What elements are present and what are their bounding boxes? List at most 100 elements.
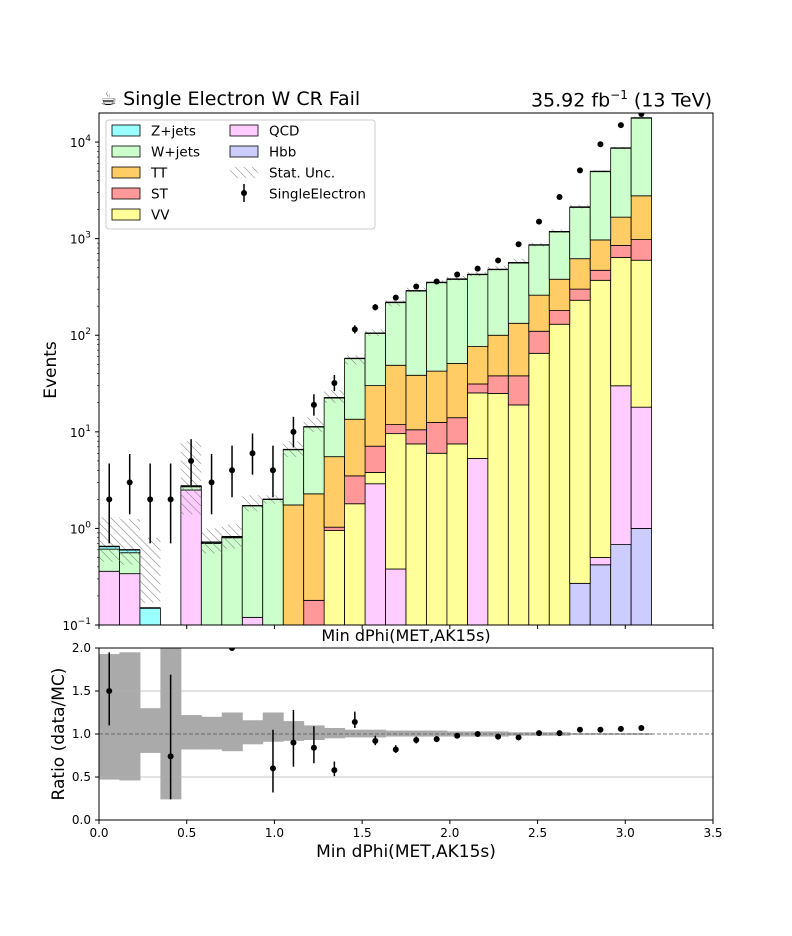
- data-point-8: [269, 467, 276, 474]
- ratio-band-bin-14: [385, 730, 407, 737]
- top-ylabel: Events: [41, 341, 61, 399]
- bar-w-jets-bin-22: [548, 231, 571, 280]
- ratio-point-11: [372, 737, 379, 744]
- stat-unc-bin-10: [303, 417, 325, 432]
- bar-vv-bin-20: [507, 404, 530, 625]
- top-axes: 10−1 100 101 102 103 104: [62, 134, 714, 633]
- bar-vv-bin-15: [405, 443, 427, 625]
- data-point-5: [208, 479, 215, 486]
- data-point-24: [597, 141, 604, 148]
- luminosity-label: 35.92 fb−1 (13 TeV): [531, 88, 712, 111]
- bar-w-jets-bin-14: [385, 301, 407, 366]
- top-plot-frame: [98, 112, 714, 626]
- bar-qcd-bin-24: [589, 557, 612, 566]
- bar-vv-bin-16: [426, 452, 448, 625]
- ratio-point-6: [269, 765, 276, 772]
- top-ytick-label-4: 103: [70, 231, 91, 247]
- stat-unc-bin-11: [324, 390, 345, 403]
- legend-swatch-tt: [111, 166, 141, 179]
- bar-qcd-bin-1: [119, 573, 141, 625]
- bar-w-jets-bin-8: [262, 498, 284, 625]
- bar-tt-bin-26: [630, 195, 653, 240]
- bar-st-bin-21: [528, 330, 550, 354]
- bar-tt-bin-15: [405, 374, 427, 431]
- ratio-grid: [99, 690, 713, 778]
- legend-label-w-jets: W+jets: [151, 145, 200, 161]
- legend-swatch-st: [111, 187, 141, 200]
- bar-st-bin-15: [405, 429, 427, 445]
- ratio-band-bin-15: [406, 730, 427, 737]
- bar-tt-bin-10: [303, 493, 325, 601]
- bar-hbb-bin-23: [569, 582, 591, 625]
- ratio-point-19: [536, 730, 543, 737]
- bar-hbb-bin-25: [610, 544, 632, 625]
- ratio-band-bin-6: [221, 712, 243, 752]
- bar-w-jets-bin-19: [487, 269, 509, 336]
- bar-vv-bin-21: [528, 352, 550, 625]
- bar-st-bin-12: [344, 475, 366, 505]
- bar-qcd-bin-18: [466, 458, 489, 625]
- bottom-xtick-label-3: 1.5: [353, 826, 372, 840]
- legend-swatch-w-jets: [111, 145, 141, 158]
- bar-w-jets-bin-12: [344, 358, 366, 420]
- data-point-7: [249, 450, 256, 457]
- bottom-xtick-label-5: 2.5: [528, 826, 547, 840]
- bottom-xtick-label-1: 0.5: [177, 826, 196, 840]
- bar-tt-bin-23: [569, 258, 591, 290]
- bar-st-bin-23: [569, 288, 591, 301]
- data-point-17: [454, 271, 461, 278]
- ratio-point-15: [454, 732, 461, 739]
- ratio-point-16: [474, 731, 481, 737]
- ratio-point-17: [495, 733, 502, 740]
- ratio-point-1: [147, 387, 153, 393]
- bar-w-jets-bin-9: [282, 449, 305, 506]
- data-point-22: [556, 193, 563, 200]
- ratio-point-0: [106, 688, 113, 694]
- data-point-4: [188, 457, 195, 464]
- data-point-23: [576, 167, 583, 174]
- data-point-9: [290, 428, 297, 435]
- ratio-point-14: [433, 736, 440, 743]
- bar-tt-bin-14: [385, 364, 407, 426]
- bar-w-jets-bin-5: [200, 542, 223, 625]
- ratio-point-18: [515, 734, 522, 741]
- stat-unc-bin-14: [385, 300, 406, 307]
- bottom-xtick-label-0: 0.0: [89, 826, 108, 840]
- bar-w-jets-bin-18: [466, 274, 489, 347]
- bar-tt-bin-22: [548, 278, 571, 311]
- ratio-point-7: [290, 739, 297, 746]
- data-point-18: [474, 265, 481, 272]
- bar-w-jets-bin-25: [610, 147, 632, 218]
- bar-st-bin-17: [446, 417, 468, 445]
- bar-qcd-bin-7: [241, 616, 264, 625]
- bar-st-bin-19: [487, 375, 509, 394]
- ratio-point-24: [638, 724, 645, 731]
- plot-title: ☕ Single Electron W CR Fail: [100, 88, 361, 110]
- data-point-6: [229, 467, 236, 474]
- total-mc-outline: [99, 117, 652, 609]
- ratio-band-bin-8: [262, 712, 284, 742]
- bar-vv-bin-13: [364, 472, 386, 485]
- bar-w-jets-bin-16: [426, 281, 448, 372]
- bar-st-bin-10: [303, 599, 325, 625]
- data-point-26: [638, 113, 645, 118]
- legend-label-stat-unc-: Stat. Unc.: [269, 166, 335, 182]
- bar-qcd-bin-13: [364, 483, 386, 625]
- data-point-25: [617, 122, 624, 129]
- data-point-3: [167, 496, 174, 503]
- bar-vv-bin-24: [589, 279, 612, 558]
- data-point-11: [331, 380, 338, 387]
- bar-z-jets-bin-2: [139, 607, 161, 625]
- bar-vv-bin-12: [344, 503, 366, 625]
- bar-tt-bin-19: [487, 334, 509, 377]
- legend-swatch-stat-unc-: [230, 167, 258, 178]
- bar-tt-bin-12: [344, 418, 366, 477]
- bar-qcd-bin-26: [630, 406, 653, 529]
- bottom-ytick-label-3: 1.5: [72, 684, 91, 698]
- ratio-band-bin-12: [344, 729, 366, 738]
- bar-tt-bin-18: [466, 346, 489, 385]
- bar-w-jets-bin-21: [528, 244, 550, 296]
- ratio-band-bin-11: [324, 727, 346, 739]
- ratio-band-bin-1: [119, 652, 141, 781]
